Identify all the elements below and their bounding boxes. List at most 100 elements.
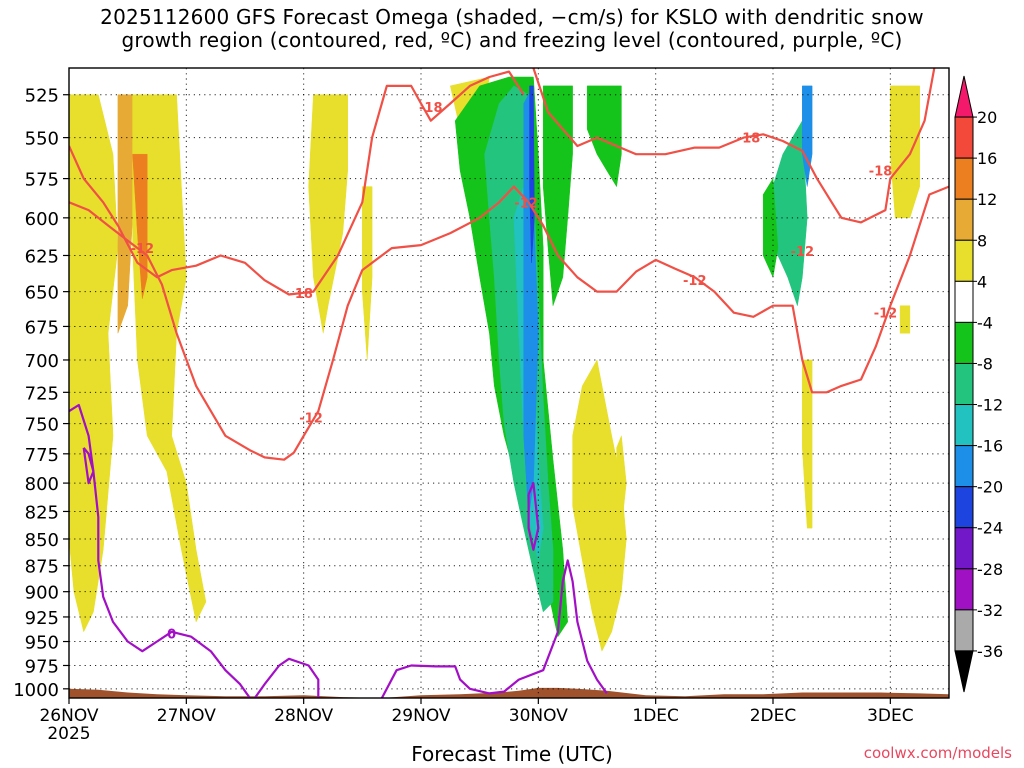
y-tick-label-975: 975: [25, 656, 59, 677]
contour-label-2: -18: [419, 101, 443, 116]
colorbar-label-11: -28: [977, 560, 1003, 579]
contour-label-5: -12: [683, 274, 707, 289]
contour-13: [82, 447, 95, 485]
contour-label-0: -18: [289, 287, 313, 302]
colorbar: 20 16 12 8 4 -4 -8 -12 -16 -20 -24 -28 -32 -36: [954, 75, 1003, 693]
y-tick-label-675: 675: [25, 317, 59, 338]
omega-region-2: [132, 94, 207, 623]
omega-region-11: [529, 85, 535, 263]
colorbar-swatch-1: [954, 116, 974, 159]
omega-region-12: [542, 85, 573, 306]
omega-region-3: [132, 153, 148, 299]
contour-label-10: 0: [167, 628, 176, 643]
y-tick-label-575: 575: [25, 170, 59, 191]
colorbar-label-9: -20: [977, 478, 1003, 497]
contour-label-8: -12: [791, 245, 815, 260]
y-tick-label-600: 600: [25, 209, 59, 230]
colorbar-swatch-6: [954, 321, 974, 364]
x-tick-label-3DEC: 3DEC: [867, 706, 914, 726]
contour-14: [527, 482, 540, 551]
contour-1: [532, 68, 936, 224]
colorbar-label-12: -32: [977, 601, 1003, 620]
contour-label-7: -12: [514, 196, 538, 211]
x-tick-label-29NOV: 29NOV: [391, 706, 450, 726]
colorbar-swatch-8: [954, 404, 974, 447]
y-tick-label-950: 950: [25, 633, 59, 654]
colorbar-swatch-7: [954, 362, 974, 406]
y-tick-label-900: 900: [25, 583, 59, 604]
colorbar-label-10: -24: [977, 519, 1003, 538]
omega-region-15: [616, 435, 627, 529]
contour-label-9: -12: [874, 307, 898, 322]
x-axis-label: Forecast Time (UTC): [411, 742, 613, 766]
contour-0: [69, 70, 525, 296]
chart-title-line-2: growth region (contoured, red, ºC) and f…: [121, 28, 903, 52]
omega-shading-layer: [69, 76, 920, 652]
y-tick-label-775: 775: [25, 445, 59, 466]
y-tick-label-525: 525: [25, 86, 59, 107]
colorbar-label-4: 4: [977, 272, 987, 291]
colorbar-label-3: 8: [977, 231, 987, 250]
contour-12: [380, 559, 608, 698]
contour-label-4: -12: [131, 242, 155, 257]
omega-region-14: [572, 359, 627, 652]
x-tick-label-27NOV: 27NOV: [157, 706, 216, 726]
colorbar-label-8: -16: [977, 437, 1003, 456]
colorbar-swatch-12: [954, 568, 974, 611]
colorbar-swatch-3: [954, 198, 974, 241]
x-tick-label-28NOV: 28NOV: [274, 706, 333, 726]
contour-10: [69, 403, 251, 698]
y-tick-label-550: 550: [25, 129, 59, 150]
omega-region-0: [69, 94, 119, 633]
contour-4: [69, 185, 949, 461]
chart-title: 2025112600 GFS Forecast Omega (shaded, −…: [0, 6, 1024, 52]
omega-region-13: [586, 85, 622, 188]
colorbar-bottom-arrow: [954, 650, 974, 693]
chart-title-line-1: 2025112600 GFS Forecast Omega (shaded, −…: [100, 5, 924, 29]
x-tick-label-26NOV: 26NOV: [39, 706, 98, 726]
plot-frame: [68, 67, 950, 699]
colorbar-swatch-11: [954, 527, 974, 570]
colorbar-swatch-9: [954, 445, 974, 488]
omega-region-21: [899, 305, 911, 334]
y-tick-label-825: 825: [25, 502, 59, 523]
y-tick-label-1000: 1000: [13, 680, 59, 701]
omega-region-4: [308, 94, 348, 334]
omega-region-17: [762, 177, 779, 279]
omega-region-19: [802, 359, 813, 529]
y-tick-label-725: 725: [25, 383, 59, 404]
y-tick-label-850: 850: [25, 530, 59, 551]
colorbar-label-13: -36: [977, 642, 1003, 661]
colorbar-label-2: 12: [977, 190, 997, 209]
colorbar-label-1: 16: [977, 149, 997, 168]
contour-layer: -18 -18 -18 -18 -12 -12 -12 -12 -12 -12 0: [69, 68, 949, 698]
x-tick-label-1DEC: 1DEC: [632, 706, 679, 726]
y-tick-label-650: 650: [25, 283, 59, 304]
y-tick-label-625: 625: [25, 246, 59, 267]
contour-11: [253, 657, 320, 698]
y-tick-label-750: 750: [25, 415, 59, 436]
contour-label-6: -12: [299, 411, 323, 426]
x-tick-label-30NOV: 30NOV: [509, 706, 568, 726]
colorbar-swatch-13: [954, 609, 974, 652]
colorbar-swatch-2: [954, 157, 974, 200]
x-tick-label-2DEC: 2DEC: [750, 706, 797, 726]
colorbar-label-0: 20: [977, 108, 997, 127]
colorbar-label-7: -12: [977, 396, 1003, 415]
y-tick-label-700: 700: [25, 351, 59, 372]
colorbar-label-6: -8: [977, 354, 993, 373]
colorbar-label-5: -4: [977, 313, 993, 332]
colorbar-swatch-4: [954, 239, 974, 282]
omega-region-5: [362, 186, 373, 361]
contour-label-3: -18: [869, 165, 893, 180]
colorbar-swatch-10: [954, 486, 974, 529]
colorbar-swatch-5: [954, 280, 974, 323]
omega-region-20: [890, 85, 920, 219]
y-tick-label-800: 800: [25, 474, 59, 495]
terrain-layer: [69, 687, 949, 698]
omega-region-18: [802, 85, 813, 187]
grid-layer: [68, 68, 949, 698]
